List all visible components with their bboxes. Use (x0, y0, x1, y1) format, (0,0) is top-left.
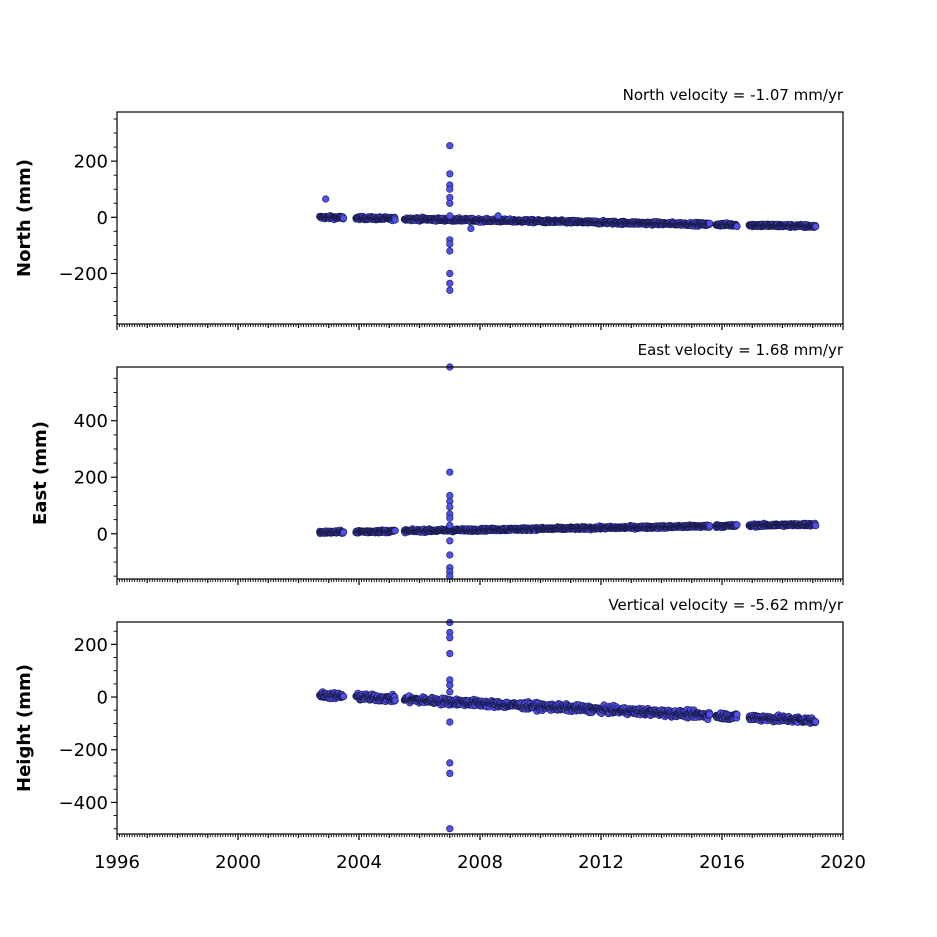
east-outlier-point (446, 514, 454, 522)
north-axis-label: North (mm) (14, 159, 35, 277)
x-tick-label: 2000 (215, 852, 261, 873)
north-y-tick-label: −200 (59, 264, 108, 285)
height-axis-label: Height (mm) (14, 664, 35, 792)
east-data-point (733, 521, 741, 529)
height-data-point (733, 710, 741, 719)
east-y-tick-label: 0 (97, 524, 108, 545)
north-outlier-point (446, 240, 454, 248)
north-outlier-point (446, 170, 454, 178)
north-outlier-point (467, 224, 475, 233)
north-points (316, 142, 820, 294)
north-outlier-point (446, 199, 454, 207)
height-data-point (706, 710, 714, 719)
vertical-velocity-title: Vertical velocity = -5.62 mm/yr (608, 596, 843, 614)
north-y-tick-label: 200 (74, 152, 108, 173)
height-outlier-point (446, 825, 454, 833)
east-axis-label: East (mm) (30, 421, 51, 525)
height-outlier-point (446, 649, 454, 658)
north-outlier-point (322, 195, 330, 203)
east-outlier-point (446, 551, 454, 559)
north-outlier-point (494, 212, 502, 220)
height-outlier-point (446, 681, 454, 689)
north-panel: North velocity = -1.07 mm/yr North (mm) … (14, 86, 844, 330)
x-tick-label: 2008 (457, 852, 503, 873)
x-tick-label: 2020 (820, 852, 866, 873)
east-data-point (812, 521, 820, 530)
north-outlier-point (446, 142, 454, 150)
x-tick-label: 2012 (578, 852, 624, 873)
north-y-tick-label: 0 (97, 208, 108, 229)
east-outlier-point (446, 521, 454, 529)
east-outlier-point (446, 503, 454, 511)
x-tick-label: 2016 (699, 852, 745, 873)
height-outlier-point (446, 688, 454, 696)
east-outlier-point (446, 468, 454, 476)
east-data-point (706, 522, 714, 530)
north-outlier-point (446, 185, 454, 193)
height-data-point (340, 692, 348, 701)
x-tick-label: 2004 (336, 852, 382, 873)
height-data-point (391, 696, 399, 705)
x-tick-label: 1996 (94, 852, 140, 873)
north-velocity-title: North velocity = -1.07 mm/yr (623, 86, 844, 104)
east-data-point (340, 528, 348, 536)
east-outlier-point (446, 537, 454, 545)
north-data-point (733, 222, 741, 230)
height-y-tick-label: −400 (59, 793, 108, 814)
north-data-point (812, 223, 820, 231)
north-outlier-point (446, 269, 454, 278)
height-y-tick-label: 200 (74, 635, 108, 656)
north-outlier-point (446, 279, 454, 287)
east-velocity-title: East velocity = 1.68 mm/yr (638, 341, 844, 359)
east-y-tick-label: 400 (74, 411, 108, 432)
height-y-tick-label: 0 (97, 688, 108, 709)
east-y-tick-label: 200 (74, 468, 108, 489)
height-outlier-point (446, 759, 454, 767)
north-outlier-point (446, 286, 454, 294)
north-data-point (340, 214, 348, 222)
height-data-point (812, 718, 820, 726)
height-outlier-point (446, 769, 454, 778)
north-outlier-point (446, 247, 454, 255)
east-data-point (391, 527, 399, 535)
north-data-point (391, 216, 399, 224)
north-data-point (706, 219, 714, 227)
height-outlier-point (446, 718, 454, 726)
height-outlier-point (446, 634, 454, 642)
height-y-tick-label: −200 (59, 740, 108, 761)
north-outlier-point (446, 212, 454, 220)
